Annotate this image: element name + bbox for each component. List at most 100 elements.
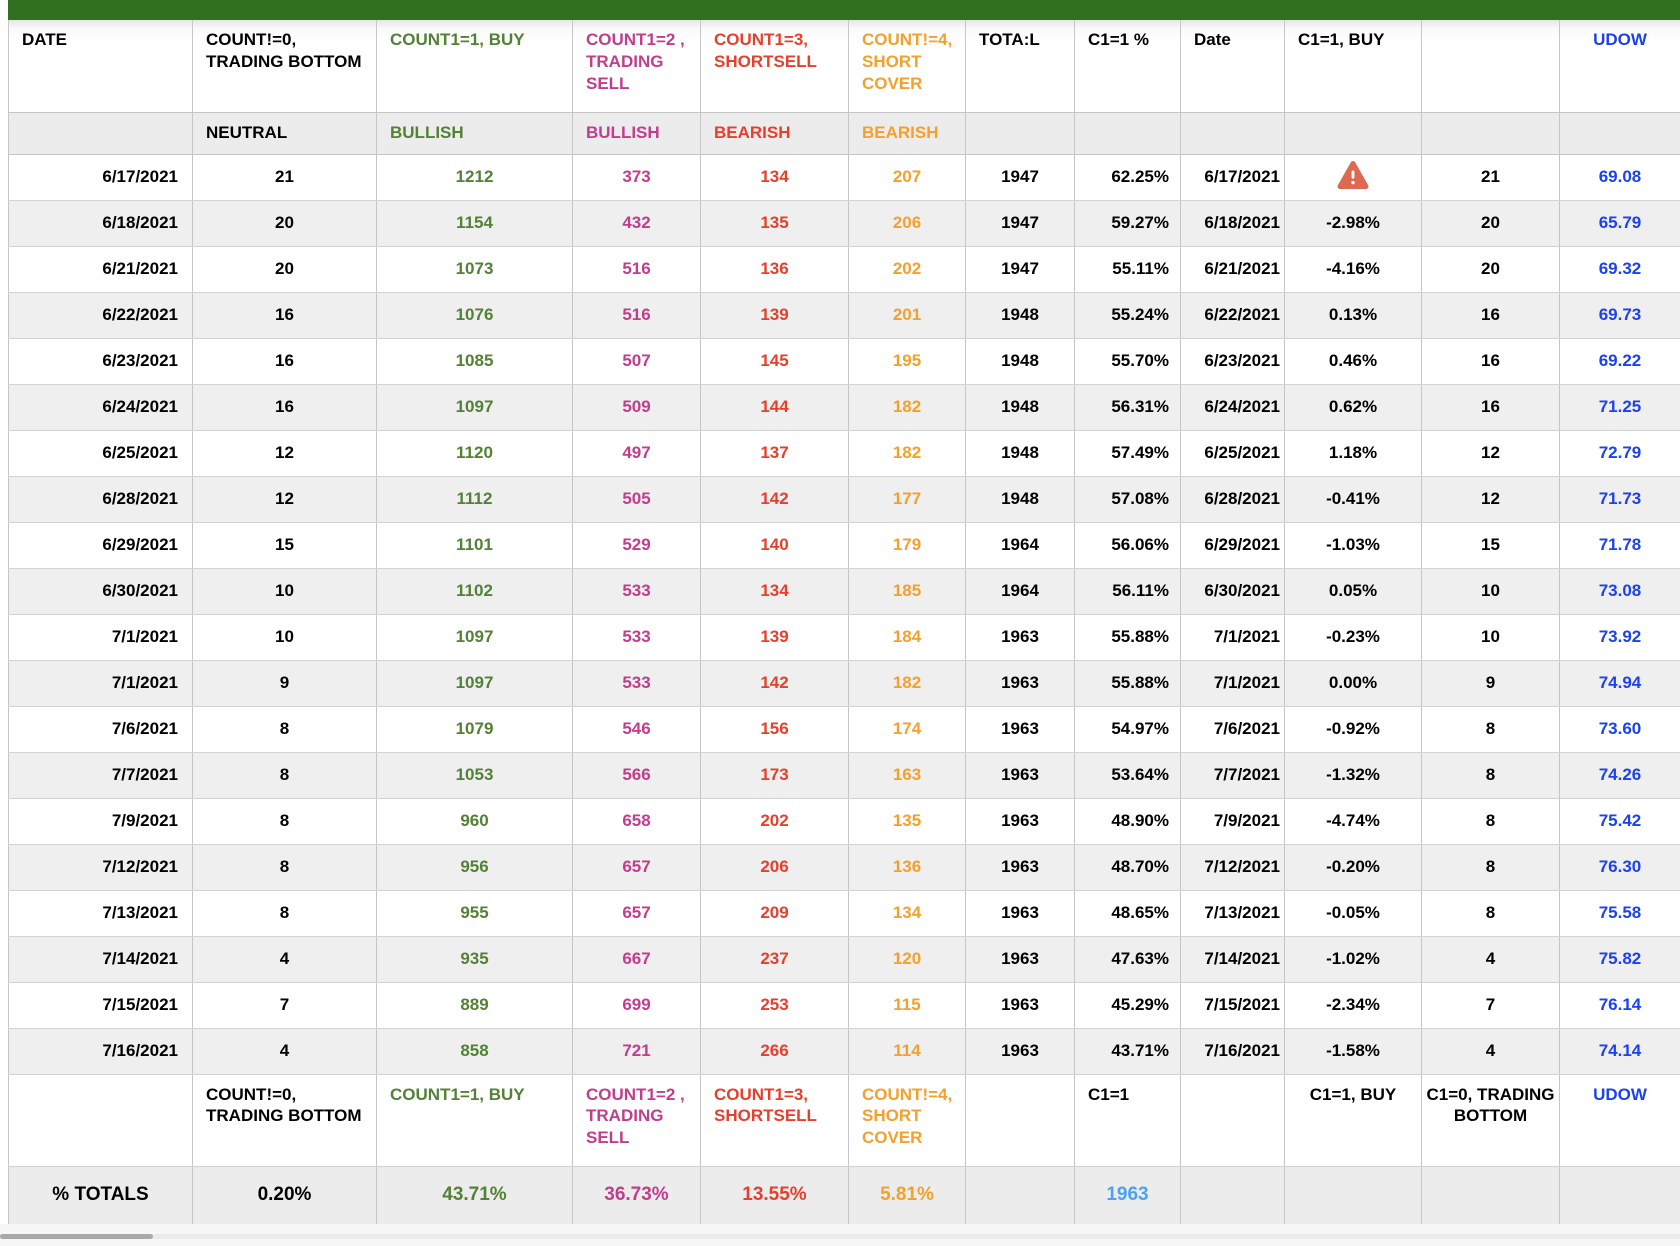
cell[interactable]: 1212 <box>376 154 573 201</box>
cell[interactable]: 55.24% <box>1074 292 1181 339</box>
cell[interactable]: 6/28/2021 <box>8 476 193 523</box>
cell[interactable]: 16 <box>1421 384 1560 431</box>
cell[interactable]: 6/21/2021 <box>8 246 193 293</box>
cell[interactable]: 7/1/2021 <box>8 660 193 707</box>
cell[interactable]: 134 <box>700 568 849 615</box>
cell[interactable]: 74.94 <box>1559 660 1680 707</box>
cell[interactable]: 7/1/2021 <box>1180 614 1285 661</box>
cell[interactable]: 62.25% <box>1074 154 1181 201</box>
cell[interactable]: 202 <box>848 246 966 293</box>
cell[interactable]: 1948 <box>965 292 1075 339</box>
cell[interactable]: 55.70% <box>1074 338 1181 385</box>
cell[interactable]: 1948 <box>965 338 1075 385</box>
cell[interactable]: 6/22/2021 <box>1180 292 1285 339</box>
cell[interactable]: 65.79 <box>1559 200 1680 247</box>
cell[interactable]: 4 <box>192 936 377 983</box>
cell[interactable]: 1963 <box>965 982 1075 1029</box>
cell[interactable]: 505 <box>572 476 701 523</box>
cell[interactable]: 56.11% <box>1074 568 1181 615</box>
cell[interactable]: 136 <box>848 844 966 891</box>
cell[interactable]: 139 <box>700 292 849 339</box>
cell[interactable]: 6/24/2021 <box>8 384 193 431</box>
cell[interactable]: 74.14 <box>1559 1028 1680 1075</box>
cell[interactable]: 960 <box>376 798 573 845</box>
cell[interactable]: 1947 <box>965 154 1075 201</box>
cell[interactable]: 12 <box>1421 476 1560 523</box>
cell[interactable]: 47.63% <box>1074 936 1181 983</box>
cell[interactable]: 9 <box>1421 660 1560 707</box>
warning-icon[interactable] <box>1337 160 1369 190</box>
cell[interactable]: 509 <box>572 384 701 431</box>
cell[interactable]: 529 <box>572 522 701 569</box>
cell[interactable]: 1947 <box>965 200 1075 247</box>
cell[interactable]: 7/7/2021 <box>8 752 193 799</box>
cell[interactable]: 6/24/2021 <box>1180 384 1285 431</box>
cell[interactable]: 1948 <box>965 384 1075 431</box>
cell[interactable]: -2.34% <box>1284 982 1422 1029</box>
cell[interactable]: 6/23/2021 <box>1180 338 1285 385</box>
cell[interactable]: 21 <box>1421 154 1560 201</box>
cell[interactable]: 75.82 <box>1559 936 1680 983</box>
cell[interactable]: 6/21/2021 <box>1180 246 1285 293</box>
cell[interactable]: 1154 <box>376 200 573 247</box>
cell[interactable]: 48.90% <box>1074 798 1181 845</box>
cell[interactable]: 497 <box>572 430 701 477</box>
cell[interactable]: 144 <box>700 384 849 431</box>
cell[interactable]: 1963 <box>965 660 1075 707</box>
cell[interactable]: 134 <box>700 154 849 201</box>
cell[interactable]: 1120 <box>376 430 573 477</box>
cell[interactable]: 1963 <box>965 752 1075 799</box>
cell[interactable]: 201 <box>848 292 966 339</box>
cell[interactable]: 7/12/2021 <box>8 844 193 891</box>
cell[interactable]: 1963 <box>965 890 1075 937</box>
cell[interactable]: 858 <box>376 1028 573 1075</box>
cell[interactable]: 7/13/2021 <box>1180 890 1285 937</box>
cell[interactable]: 184 <box>848 614 966 661</box>
cell[interactable]: -1.58% <box>1284 1028 1422 1075</box>
cell[interactable]: -1.32% <box>1284 752 1422 799</box>
cell[interactable]: 0.05% <box>1284 568 1422 615</box>
cell[interactable]: 657 <box>572 890 701 937</box>
cell[interactable]: 114 <box>848 1028 966 1075</box>
cell[interactable]: 7/12/2021 <box>1180 844 1285 891</box>
cell[interactable]: 135 <box>700 200 849 247</box>
cell[interactable]: 6/29/2021 <box>8 522 193 569</box>
cell[interactable]: 20 <box>192 200 377 247</box>
cell[interactable]: -4.74% <box>1284 798 1422 845</box>
cell[interactable]: 1963 <box>965 706 1075 753</box>
cell[interactable]: 6/25/2021 <box>8 430 193 477</box>
cell[interactable]: 7/16/2021 <box>1180 1028 1285 1075</box>
cell[interactable]: 4 <box>1421 936 1560 983</box>
cell[interactable]: 657 <box>572 844 701 891</box>
cell[interactable]: 16 <box>192 338 377 385</box>
cell[interactable]: 7/16/2021 <box>8 1028 193 1075</box>
cell[interactable]: 721 <box>572 1028 701 1075</box>
cell[interactable]: 6/17/2021 <box>8 154 193 201</box>
cell[interactable]: 4 <box>192 1028 377 1075</box>
cell[interactable]: 8 <box>192 844 377 891</box>
cell[interactable]: 8 <box>1421 706 1560 753</box>
cell[interactable]: 1963 <box>965 614 1075 661</box>
cell[interactable]: 1097 <box>376 614 573 661</box>
cell[interactable]: 8 <box>1421 844 1560 891</box>
cell[interactable]: 48.70% <box>1074 844 1181 891</box>
cell[interactable]: 16 <box>1421 338 1560 385</box>
cell[interactable]: 69.08 <box>1559 154 1680 201</box>
cell[interactable]: 139 <box>700 614 849 661</box>
cell[interactable]: 6/25/2021 <box>1180 430 1285 477</box>
cell[interactable]: 7 <box>192 982 377 1029</box>
cell[interactable]: 73.60 <box>1559 706 1680 753</box>
cell[interactable]: 955 <box>376 890 573 937</box>
cell[interactable]: 16 <box>192 384 377 431</box>
cell[interactable]: 0.00% <box>1284 660 1422 707</box>
cell[interactable]: 237 <box>700 936 849 983</box>
cell[interactable]: 57.49% <box>1074 430 1181 477</box>
cell[interactable]: 202 <box>700 798 849 845</box>
cell[interactable]: 6/29/2021 <box>1180 522 1285 569</box>
cell[interactable]: -1.03% <box>1284 522 1422 569</box>
cell[interactable]: 137 <box>700 430 849 477</box>
cell[interactable]: 43.71% <box>1074 1028 1181 1075</box>
cell[interactable]: 935 <box>376 936 573 983</box>
cell[interactable]: 533 <box>572 614 701 661</box>
cell[interactable] <box>1284 154 1422 201</box>
